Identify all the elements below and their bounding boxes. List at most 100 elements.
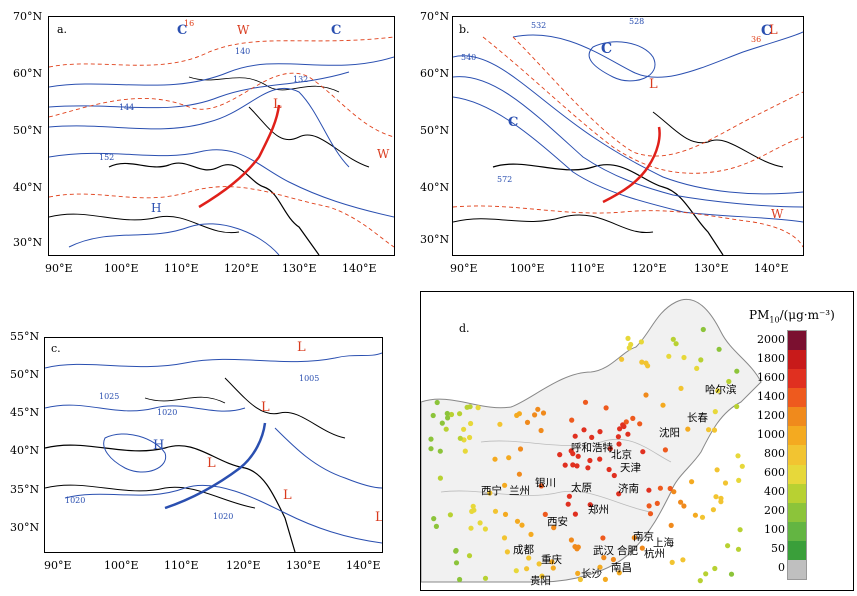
city-label: 兰州 — [509, 485, 530, 497]
lat-tick: 30°N — [10, 521, 40, 534]
lat-tick: 60°N — [420, 67, 450, 80]
legend-colorbar — [787, 330, 807, 580]
city-label: 北京 — [611, 449, 632, 461]
legend-level-label: 400 — [764, 485, 785, 499]
legend-level-label: 1000 — [757, 427, 785, 441]
lon-tick: 120°E — [632, 262, 667, 275]
station-dot — [601, 555, 607, 561]
station-dot — [562, 462, 568, 468]
lat-tick: 45°N — [10, 406, 40, 419]
station-dot — [616, 491, 622, 497]
station-dot — [638, 339, 644, 345]
legend-swatch — [788, 559, 806, 579]
panel-a-label: a. — [57, 23, 68, 36]
station-dot — [703, 571, 709, 577]
station-dot — [706, 427, 712, 433]
city-label: 西宁 — [481, 485, 502, 497]
pressure-marker: C — [601, 41, 613, 57]
station-dot — [726, 378, 732, 385]
station-dot — [461, 426, 467, 432]
station-dot — [662, 447, 668, 453]
station-dot — [581, 427, 587, 433]
city-label: 重庆 — [541, 554, 562, 566]
legend-level-label: 1400 — [757, 389, 785, 403]
pressure-marker: L — [273, 97, 282, 112]
lat-tick: 55°N — [10, 330, 40, 343]
station-dot — [631, 535, 637, 541]
contour-label: 140 — [235, 47, 251, 56]
station-dot — [697, 578, 703, 584]
city-label: 武汉 — [593, 545, 614, 557]
station-dot — [487, 490, 493, 496]
lat-tick: 30°N — [420, 233, 450, 246]
station-dot — [623, 419, 629, 425]
lon-tick: 120°E — [224, 262, 259, 275]
station-dot — [443, 426, 449, 432]
station-dot — [445, 415, 451, 421]
station-dot — [444, 410, 450, 417]
station-dot — [519, 522, 525, 528]
panel-a-map: a. C C W L W H 140 144 152 132 16 — [48, 16, 395, 256]
pressure-marker: H — [153, 438, 165, 453]
pressure-marker: C — [177, 23, 188, 38]
pressure-marker: H — [151, 201, 162, 215]
lon-tick: 110°E — [164, 559, 199, 572]
contour-label: 528 — [629, 17, 645, 26]
station-dot — [570, 462, 576, 468]
station-dot — [640, 449, 646, 455]
station-dot — [516, 471, 522, 477]
station-dot — [502, 482, 508, 488]
station-dot — [467, 434, 473, 441]
temperature-marker: W — [771, 207, 784, 221]
station-dot — [619, 356, 625, 362]
station-dot — [468, 525, 474, 531]
station-dot — [557, 452, 563, 458]
station-dot — [678, 385, 684, 391]
station-dot — [700, 326, 706, 333]
lon-tick: 130°E — [286, 559, 321, 572]
station-dot — [607, 446, 613, 452]
legend-swatch — [788, 521, 806, 541]
station-dot — [681, 503, 687, 509]
station-dot — [572, 433, 578, 439]
station-dot — [712, 565, 718, 572]
station-dot — [568, 448, 574, 454]
pressure-marker: L — [649, 77, 658, 92]
station-dot — [712, 409, 718, 415]
station-dot — [616, 570, 622, 576]
station-dot — [492, 456, 498, 462]
station-dot — [549, 559, 555, 565]
station-dot — [457, 411, 463, 417]
station-dot — [597, 456, 603, 462]
station-dot — [575, 570, 581, 576]
city-label: 杭州 — [644, 548, 665, 560]
station-dot — [585, 465, 591, 471]
legend-level-label: 2000 — [757, 332, 785, 346]
lon-tick: 100°E — [104, 559, 139, 572]
station-dot — [666, 353, 672, 359]
station-dot — [492, 508, 499, 514]
station-dot — [610, 556, 616, 563]
station-dot — [437, 475, 443, 481]
station-dot — [713, 494, 719, 500]
station-dot — [482, 575, 489, 581]
pressure-marker: L — [207, 456, 216, 471]
city-label: 沈阳 — [659, 427, 680, 439]
lat-tick: 70°N — [420, 10, 450, 23]
station-dot — [566, 493, 572, 499]
station-dot — [615, 434, 621, 440]
station-dot — [647, 511, 654, 517]
station-dot — [568, 537, 574, 543]
lon-tick: 120°E — [226, 559, 261, 572]
station-dot — [681, 354, 687, 361]
lat-tick: 40°N — [420, 181, 450, 194]
panel-c-svg — [45, 352, 382, 552]
legend-level-label: 50 — [771, 542, 785, 556]
pressure-marker: L — [261, 400, 270, 415]
station-dot — [646, 487, 652, 493]
city-label: 银川 — [535, 477, 556, 489]
station-dot — [714, 467, 720, 473]
station-dot — [532, 412, 538, 418]
legend-title-sub: 10 — [769, 315, 780, 325]
panel-b-map: b. C C L C L W 532 528 540 572 36 — [452, 16, 804, 256]
